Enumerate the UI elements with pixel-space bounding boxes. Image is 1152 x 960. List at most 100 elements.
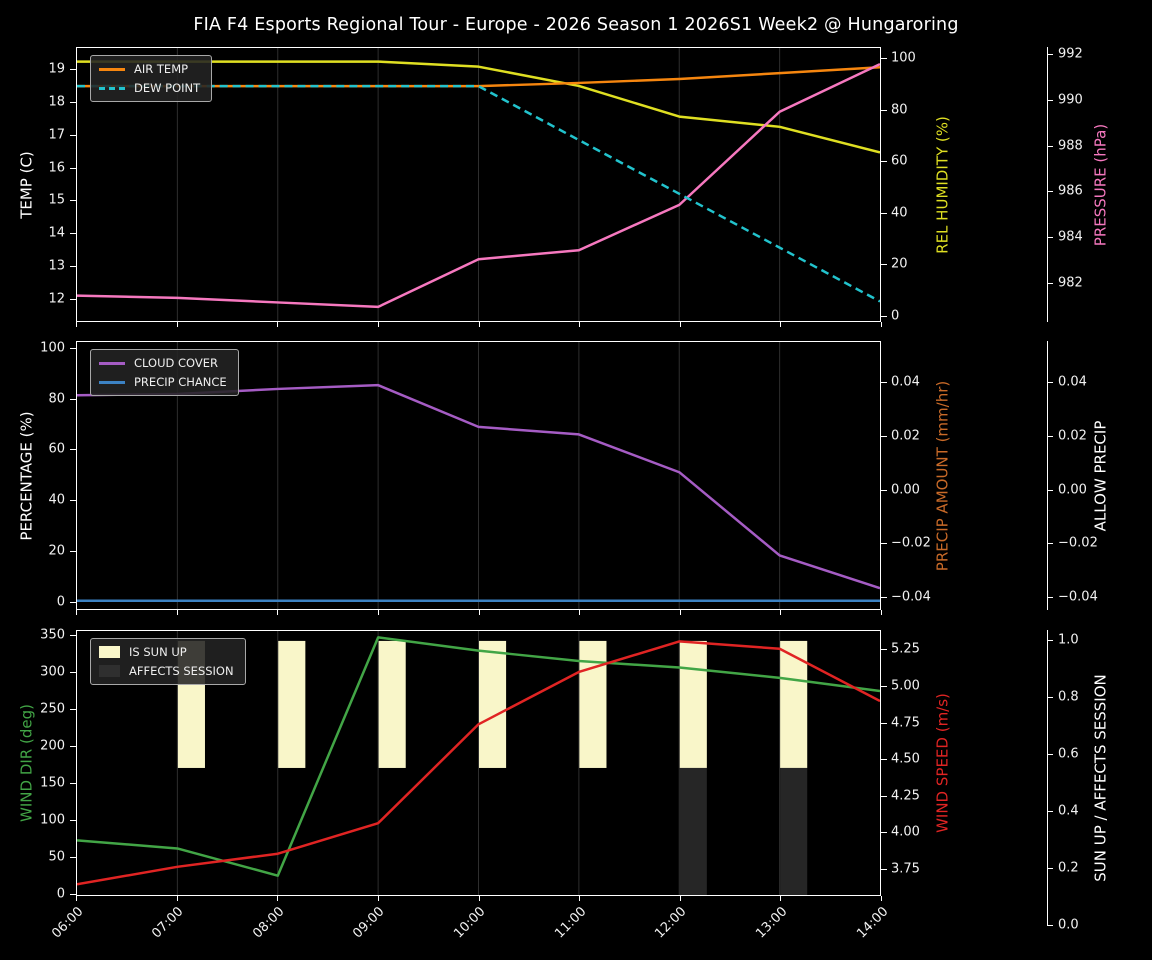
y-tick xyxy=(1047,753,1053,755)
y-tick xyxy=(881,597,887,599)
x-tick xyxy=(76,610,77,615)
x-tick-label: 13:00 xyxy=(753,904,791,942)
y-tick-label: 12 xyxy=(48,291,65,307)
detached-axis-temperature xyxy=(1047,47,1048,322)
y-tick xyxy=(881,435,887,437)
x-tick xyxy=(679,896,681,901)
legend-label: AFFECTS SESSION xyxy=(129,664,234,678)
y-tick-label: 19 xyxy=(48,61,65,77)
y-tick-label: 988 xyxy=(1058,138,1083,154)
y-tick-label: 100 xyxy=(40,812,65,828)
y-tick xyxy=(70,550,76,552)
axis-title-sun-up-affects-session: SUN UP / AFFECTS SESSION xyxy=(1091,673,1110,882)
y-tick-label: 0.02 xyxy=(1058,428,1087,444)
y-tick-label: −0.02 xyxy=(1058,535,1098,551)
y-tick-label: 0 xyxy=(56,594,65,610)
y-tick xyxy=(70,449,76,451)
y-tick xyxy=(1047,489,1053,491)
x-tick xyxy=(76,896,77,901)
legend-item-dew-point: DEW POINT xyxy=(99,81,200,95)
x-tick xyxy=(579,610,581,615)
x-tick xyxy=(76,322,77,327)
y-tick xyxy=(70,134,76,136)
x-tick xyxy=(881,610,882,615)
y-tick xyxy=(70,69,76,70)
y-tick-label: 0.8 xyxy=(1058,689,1079,705)
panel-plot-wind-sun xyxy=(77,631,880,895)
y-tick xyxy=(70,233,76,235)
y-tick xyxy=(1047,639,1053,641)
y-tick-label: 982 xyxy=(1058,275,1083,291)
dew-point-swatch xyxy=(99,86,125,90)
y-tick-label: 20 xyxy=(891,256,908,272)
x-tick xyxy=(377,322,379,327)
legend-item-affects-session: AFFECTS SESSION xyxy=(99,664,234,678)
y-tick xyxy=(70,709,76,711)
x-tick-label: 08:00 xyxy=(250,904,288,942)
y-tick-label: 17 xyxy=(48,127,65,143)
y-tick-label: 0 xyxy=(56,886,65,902)
y-tick xyxy=(1047,435,1053,437)
y-tick-label: 60 xyxy=(891,153,908,169)
x-tick xyxy=(176,322,178,327)
y-tick xyxy=(70,634,76,636)
y-tick-label: 18 xyxy=(48,94,65,110)
y-tick xyxy=(70,200,76,202)
y-tick-label: 0.2 xyxy=(1058,860,1079,876)
y-tick xyxy=(881,543,887,545)
y-tick xyxy=(881,832,887,834)
is-sun-up-bar xyxy=(278,640,306,768)
y-tick-label: 1.0 xyxy=(1058,632,1079,648)
legend-precipitation: CLOUD COVER PRECIP CHANCE xyxy=(90,349,239,396)
y-tick-label: 0.6 xyxy=(1058,746,1079,762)
x-tick xyxy=(277,896,279,901)
y-tick-label: 16 xyxy=(48,160,65,176)
y-tick-label: 0.00 xyxy=(891,482,920,498)
x-tick-label: 12:00 xyxy=(652,904,690,942)
y-tick xyxy=(881,795,887,797)
is-sun-up-bar xyxy=(579,640,607,768)
y-tick xyxy=(70,857,76,859)
legend-label: CLOUD COVER xyxy=(134,356,219,370)
line-wind-speed xyxy=(77,640,880,886)
y-tick-label: 80 xyxy=(48,391,65,406)
y-tick-label: 200 xyxy=(40,738,65,754)
y-tick xyxy=(881,759,887,761)
y-tick xyxy=(1047,597,1053,599)
y-tick xyxy=(881,649,887,651)
y-tick xyxy=(881,264,887,266)
axis-title-pressure-hpa: PRESSURE (hPa) xyxy=(1091,123,1110,246)
y-tick-label: 150 xyxy=(40,775,65,791)
y-tick xyxy=(881,382,887,384)
x-tick xyxy=(478,322,480,327)
x-tick xyxy=(176,896,178,901)
x-tick xyxy=(881,896,882,901)
y-tick-label: 990 xyxy=(1058,92,1083,108)
y-tick-label: 986 xyxy=(1058,183,1083,199)
y-tick xyxy=(1047,810,1053,812)
line-wind-dir xyxy=(77,636,880,877)
y-tick xyxy=(1047,145,1053,147)
y-tick xyxy=(70,746,76,748)
line-pressure xyxy=(77,62,880,309)
x-tick xyxy=(780,322,782,327)
y-tick xyxy=(70,347,76,349)
y-tick xyxy=(1047,54,1053,56)
is-sun-up-swatch xyxy=(99,646,120,658)
y-tick-label: −0.04 xyxy=(1058,589,1098,605)
y-tick-label: 15 xyxy=(48,192,65,208)
y-tick-label: −0.04 xyxy=(891,589,931,605)
x-tick xyxy=(176,610,178,615)
legend-label: IS SUN UP xyxy=(129,645,187,659)
legend-item-cloud-cover: CLOUD COVER xyxy=(99,356,227,370)
y-tick xyxy=(70,167,76,169)
y-tick-label: 0.04 xyxy=(1058,374,1087,390)
precip-chance-swatch xyxy=(99,380,125,384)
air-temp-swatch xyxy=(99,67,125,71)
y-tick xyxy=(70,672,76,674)
x-tick xyxy=(478,610,480,615)
x-tick-label: 14:00 xyxy=(853,904,891,942)
is-sun-up-bar xyxy=(679,640,707,768)
y-tick-label: 40 xyxy=(48,492,65,508)
y-tick-label: 100 xyxy=(40,340,65,356)
